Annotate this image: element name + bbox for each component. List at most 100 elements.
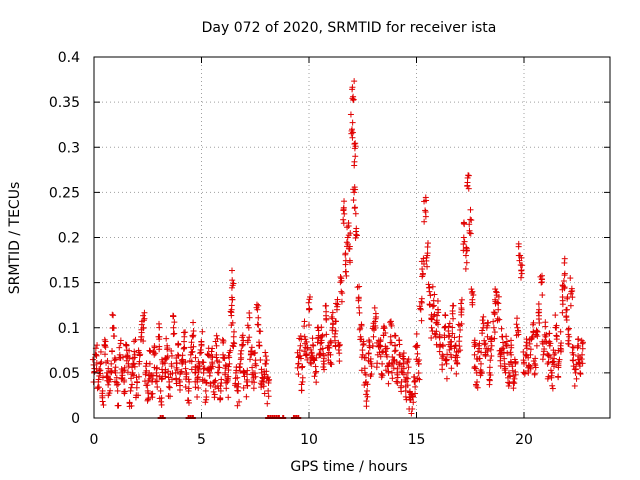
data-point: [363, 378, 370, 385]
data-point: [188, 349, 195, 356]
data-point: [142, 371, 149, 378]
data-point: [487, 357, 494, 364]
data-point: [549, 382, 556, 389]
data-point: [341, 210, 348, 217]
data-point: [527, 364, 534, 371]
data-point: [374, 360, 381, 367]
data-point: [557, 348, 564, 355]
data-point: [251, 370, 258, 377]
data-point: [379, 349, 386, 356]
data-point: [336, 342, 343, 349]
data-point: [96, 384, 103, 391]
data-point: [244, 382, 251, 389]
data-point: [225, 367, 232, 374]
data-point: [553, 336, 560, 343]
data-point: [417, 306, 424, 313]
data-point: [173, 375, 180, 382]
data-point: [521, 370, 528, 377]
data-point: [312, 363, 319, 370]
data-point: [305, 299, 312, 306]
data-point: [297, 355, 304, 362]
data-point: [569, 344, 576, 351]
data-point: [371, 304, 378, 311]
data-point: [190, 327, 197, 334]
data-point: [111, 367, 118, 374]
data-point: [414, 358, 421, 365]
data-point: [377, 353, 384, 360]
y-tick-label: 0.1: [58, 321, 80, 337]
data-point: [416, 376, 423, 383]
data-point: [442, 357, 449, 364]
data-point: [449, 324, 456, 331]
data-point: [531, 370, 538, 377]
data-point: [231, 328, 238, 335]
data-point: [188, 366, 195, 373]
data-point: [337, 273, 344, 280]
data-point: [515, 331, 522, 338]
data-point: [363, 403, 370, 410]
data-point: [108, 360, 115, 367]
data-point: [387, 333, 394, 340]
data-point: [137, 351, 144, 358]
data-point: [412, 390, 419, 397]
data-point: [478, 370, 485, 377]
data-point: [397, 384, 404, 391]
data-point: [472, 365, 479, 372]
data-point: [336, 358, 343, 365]
data-point: [198, 338, 205, 345]
data-point: [413, 330, 420, 337]
data-point: [327, 351, 334, 358]
data-point: [565, 337, 572, 344]
data-point: [496, 316, 503, 323]
data-point: [109, 325, 116, 332]
data-point: [243, 393, 250, 400]
data-point: [167, 371, 174, 378]
data-point: [196, 350, 203, 357]
data-point: [449, 302, 456, 309]
data-point: [306, 296, 313, 303]
data-point: [141, 315, 148, 322]
data-point: [158, 394, 165, 401]
data-point: [151, 344, 158, 351]
data-point: [93, 352, 100, 359]
data-point: [362, 371, 369, 378]
data-point: [434, 297, 441, 304]
data-point: [359, 347, 366, 354]
data-point: [319, 345, 326, 352]
data-point: [118, 375, 125, 382]
data-point: [495, 300, 502, 307]
data-point: [263, 357, 270, 364]
data-point: [318, 337, 325, 344]
data-point: [165, 383, 172, 390]
data-point: [257, 328, 264, 335]
data-point: [237, 360, 244, 367]
data-point: [323, 316, 330, 323]
data-point: [458, 311, 465, 318]
data-point: [419, 273, 426, 280]
data-point: [442, 312, 449, 319]
data-point: [458, 296, 465, 303]
data-point: [105, 365, 112, 372]
data-point: [531, 360, 538, 367]
data-point: [115, 381, 122, 388]
data-point: [351, 162, 358, 169]
data-point: [101, 351, 108, 358]
data-point: [457, 347, 464, 354]
data-point: [176, 386, 183, 393]
data-point: [341, 198, 348, 205]
data-point: [563, 313, 570, 320]
data-point: [250, 385, 257, 392]
data-point: [479, 327, 486, 334]
data-point: [260, 383, 267, 390]
data-point: [170, 324, 177, 331]
data-point: [309, 352, 316, 359]
data-point: [126, 347, 133, 354]
data-point: [564, 295, 571, 302]
data-point: [263, 368, 270, 375]
data-point: [154, 378, 161, 385]
data-point: [265, 393, 272, 400]
data-point: [501, 355, 508, 362]
data-point: [265, 379, 272, 386]
data-point: [182, 359, 189, 366]
data-point: [474, 384, 481, 391]
